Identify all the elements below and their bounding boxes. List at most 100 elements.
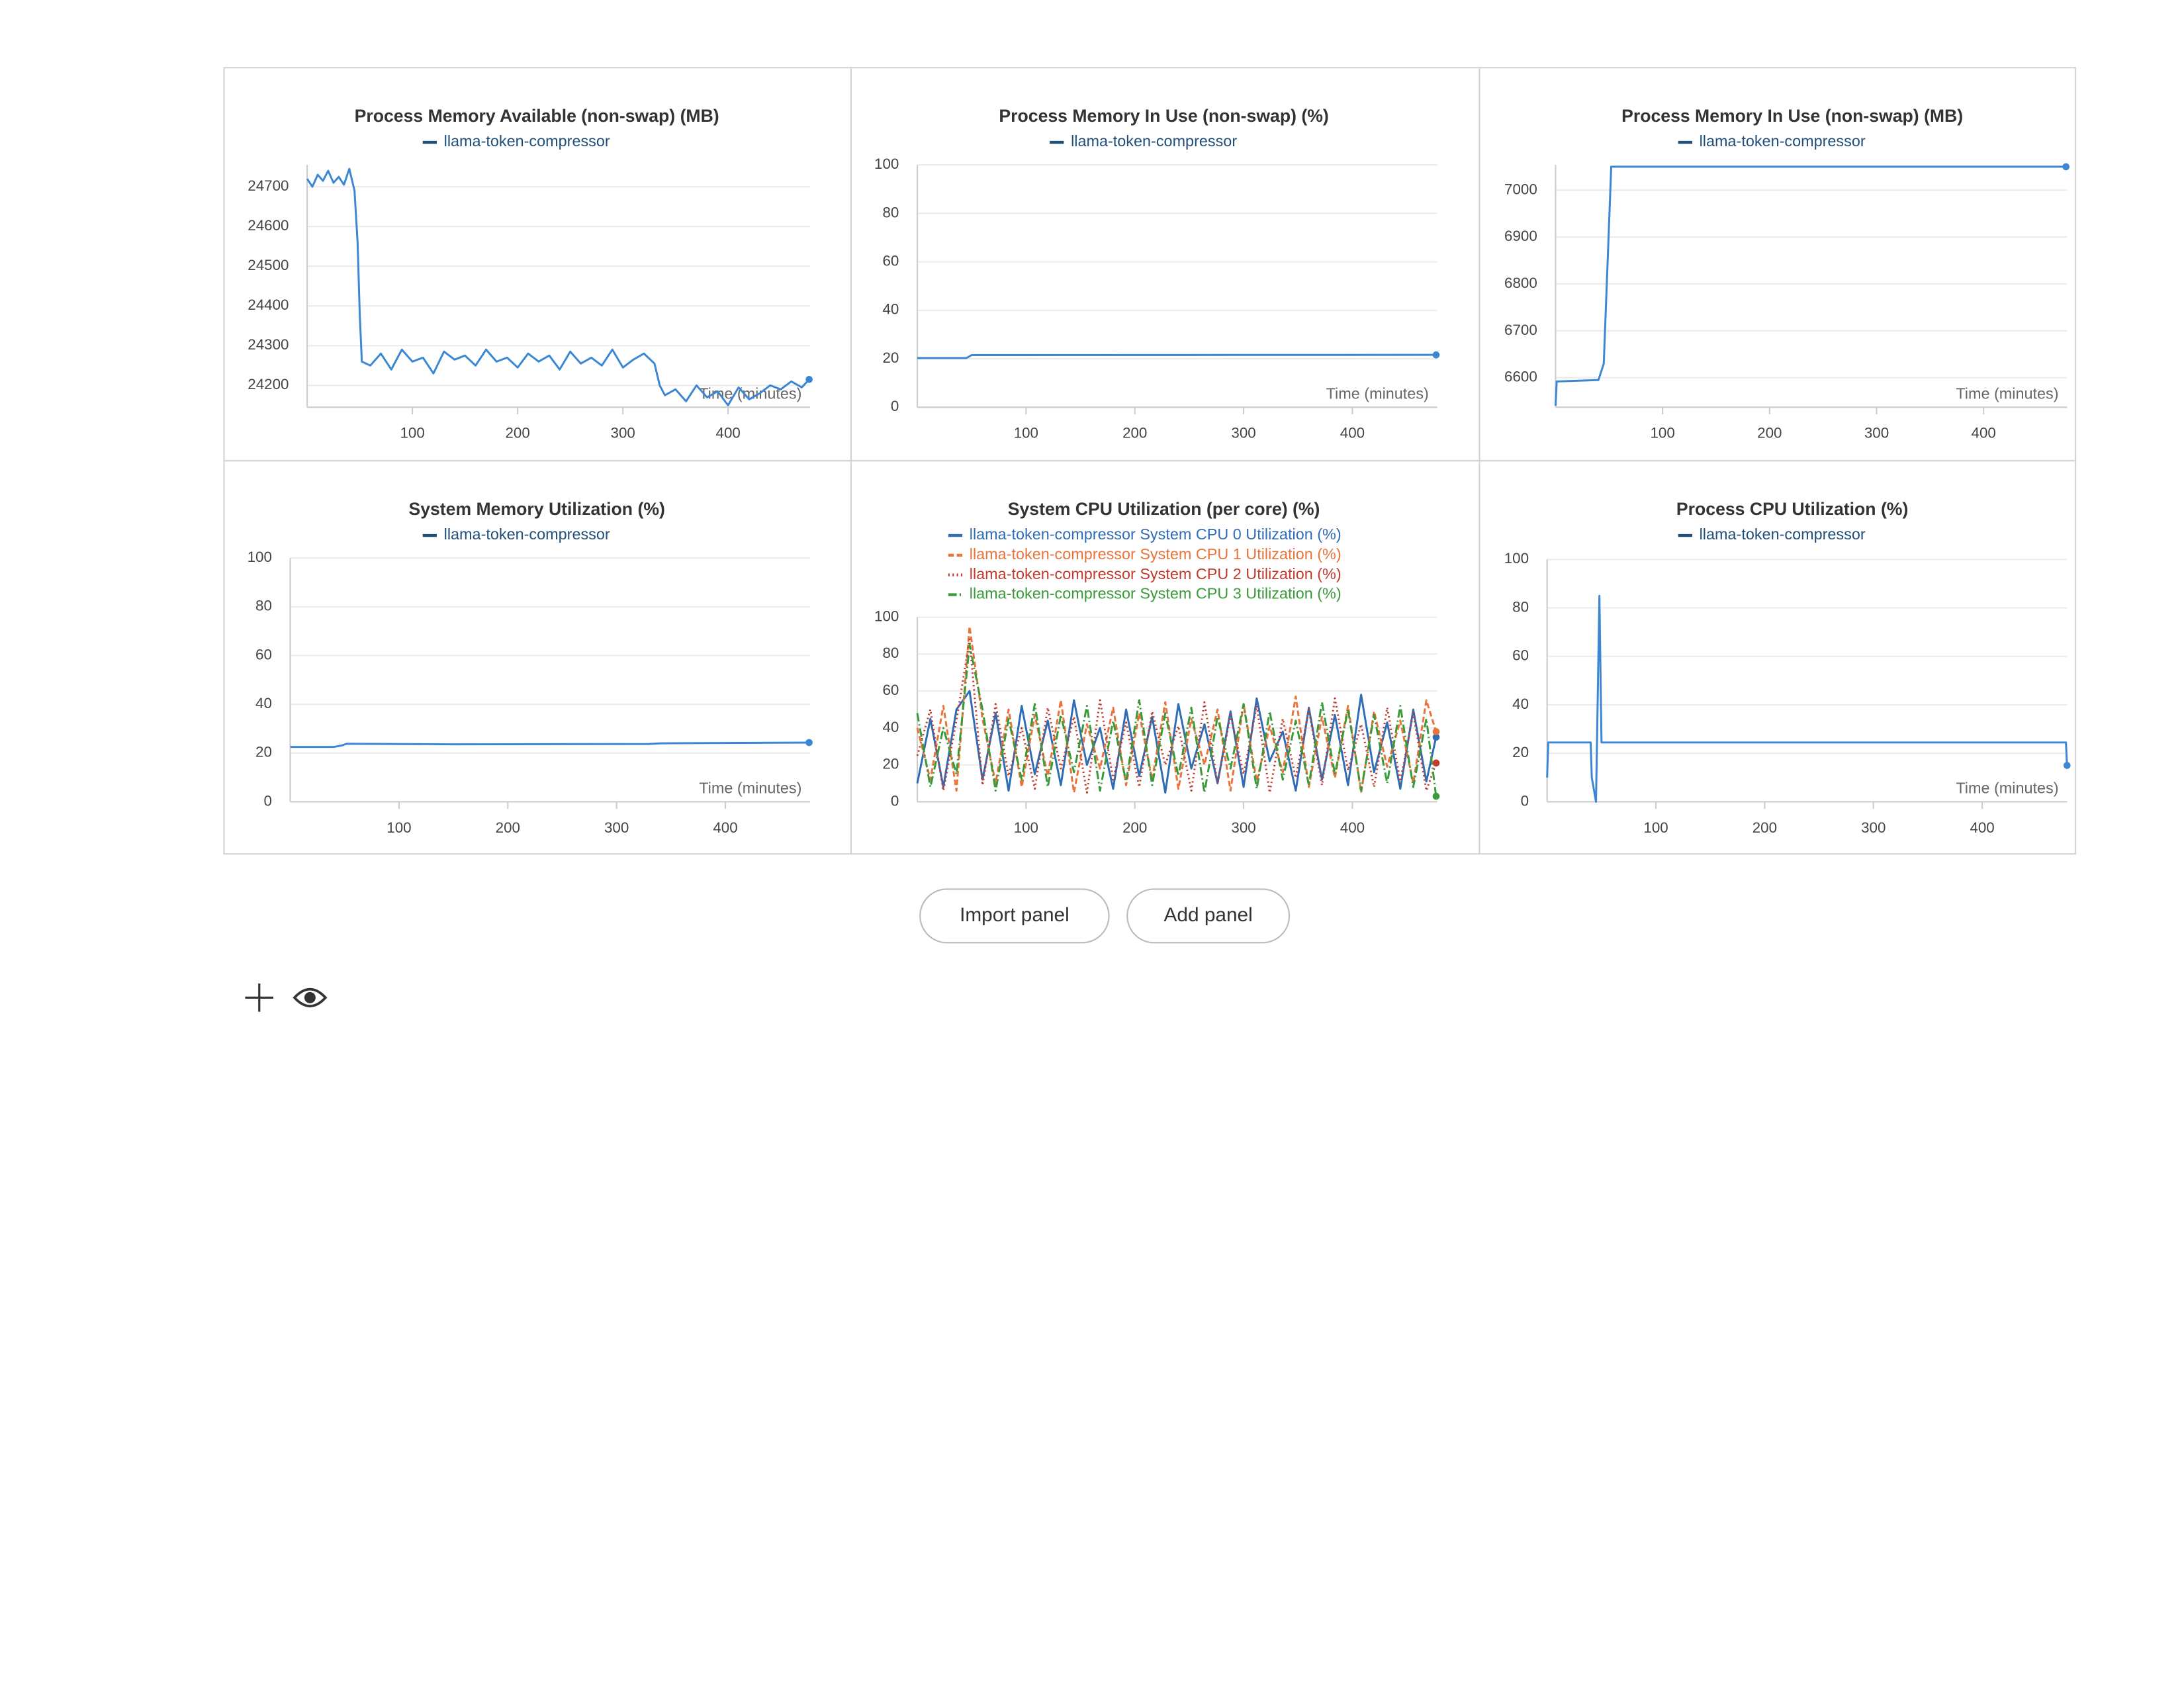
y-tick-label: 40 (255, 695, 272, 711)
legend-label: llama-token-compressor System CPU 1 Util… (970, 545, 1342, 563)
x-tick-label: 300 (1231, 819, 1255, 836)
series-line (306, 167, 810, 406)
y-tick-label: 0 (263, 792, 271, 809)
x-axis-label: Time (minutes) (1326, 385, 1429, 402)
x-tick-label: 300 (611, 425, 635, 441)
legend-label: llama-token-compressor (1700, 526, 1866, 543)
x-tick-label: 200 (1122, 819, 1147, 836)
y-tick-label: 100 (248, 549, 272, 565)
button-label[interactable]: Import panel (960, 904, 1069, 926)
end-point (1432, 728, 1440, 735)
legend-label: llama-token-compressor (444, 526, 610, 543)
y-tick-label: 20 (255, 744, 272, 760)
end-point (2062, 163, 2070, 171)
x-tick-label: 400 (713, 819, 737, 836)
y-tick-label: 80 (1512, 598, 1529, 615)
y-tick-label: 40 (1512, 696, 1529, 712)
x-tick-label: 200 (506, 425, 530, 441)
end-point (805, 739, 813, 747)
x-tick-label: 100 (400, 425, 424, 441)
chart-title: Process Memory In Use (non-swap) (%) (999, 106, 1328, 126)
visibility-icon[interactable] (293, 987, 328, 1008)
end-point (1432, 351, 1440, 359)
add-icon[interactable] (245, 983, 274, 1012)
x-tick-label: 100 (1014, 425, 1038, 441)
x-axis-label: Time (minutes) (1956, 779, 2058, 796)
y-tick-label: 0 (891, 398, 899, 414)
y-tick-label: 24200 (248, 376, 289, 392)
y-tick-label: 24400 (248, 297, 289, 313)
x-tick-label: 300 (604, 819, 629, 836)
button[interactable]: Add panel (1126, 888, 1291, 944)
x-axis-label: Time (minutes) (699, 779, 801, 796)
y-tick-label: 24700 (248, 177, 289, 194)
chart-title: System CPU Utilization (per core) (%) (1008, 499, 1320, 519)
y-tick-label: 6900 (1504, 228, 1537, 244)
y-tick-label: 20 (882, 756, 899, 772)
x-tick-label: 400 (1340, 819, 1365, 836)
x-tick-label: 200 (1752, 819, 1777, 836)
y-tick-label: 20 (1512, 744, 1529, 760)
y-tick-label: 80 (882, 204, 899, 220)
button-frame[interactable] (1126, 888, 1291, 944)
y-tick-label: 40 (882, 719, 899, 735)
series-line (1546, 594, 2068, 803)
x-tick-label: 300 (1864, 425, 1889, 441)
x-axis-label: Time (minutes) (1956, 385, 2058, 402)
chart-title: Process CPU Utilization (%) (1676, 499, 1908, 519)
y-tick-label: 60 (882, 682, 899, 698)
panel (850, 67, 1480, 462)
x-tick-label: 100 (387, 819, 411, 836)
y-tick-label: 6600 (1504, 369, 1537, 385)
series-line (916, 638, 1437, 794)
x-tick-label: 200 (1757, 425, 1782, 441)
series-line (917, 353, 1436, 359)
y-tick-label: 100 (874, 156, 899, 172)
chart-title: System Memory Utilization (%) (408, 499, 664, 519)
y-tick-label: 0 (1521, 792, 1529, 809)
x-tick-label: 400 (1972, 425, 1996, 441)
end-point (805, 375, 813, 383)
legend-label: llama-token-compressor System CPU 3 Util… (970, 585, 1342, 602)
y-tick-label: 60 (882, 253, 899, 269)
legend-label: llama-token-compressor (1700, 132, 1866, 150)
x-tick-label: 100 (1650, 425, 1674, 441)
y-tick-label: 6700 (1504, 322, 1537, 338)
y-tick-label: 24600 (248, 217, 289, 234)
panel (1479, 460, 2077, 855)
panel (223, 460, 852, 855)
x-tick-label: 300 (1861, 819, 1886, 836)
x-tick-label: 200 (1122, 425, 1147, 441)
y-tick-label: 100 (1504, 550, 1529, 567)
y-tick-label: 7000 (1504, 181, 1537, 197)
end-point (1432, 759, 1440, 767)
y-tick-label: 80 (882, 645, 899, 661)
series-line (916, 643, 1437, 797)
x-tick-label: 300 (1231, 425, 1255, 441)
end-point (1432, 792, 1440, 800)
panel (1479, 67, 2077, 462)
y-tick-label: 0 (891, 792, 899, 809)
y-tick-label: 6800 (1504, 275, 1537, 291)
x-tick-label: 100 (1643, 819, 1668, 836)
chart-title: Process Memory In Use (non-swap) (MB) (1621, 106, 1963, 126)
y-tick-label: 80 (255, 598, 272, 614)
button-label[interactable]: Add panel (1164, 904, 1253, 926)
y-tick-label: 24500 (248, 257, 289, 273)
y-tick-label: 20 (882, 349, 899, 366)
x-tick-label: 400 (1340, 425, 1365, 441)
y-tick-label: 40 (882, 301, 899, 318)
y-tick-label: 100 (874, 608, 899, 624)
legend-label: llama-token-compressor (444, 132, 610, 150)
button-frame[interactable] (919, 888, 1110, 944)
y-tick-label: 24300 (248, 336, 289, 353)
x-tick-label: 400 (1970, 819, 1994, 836)
end-point (2063, 762, 2071, 769)
legend-label: llama-token-compressor System CPU 0 Util… (970, 526, 1342, 543)
x-tick-label: 200 (496, 819, 520, 836)
legend-label: llama-token-compressor (1071, 132, 1237, 150)
x-tick-label: 100 (1014, 819, 1038, 836)
button[interactable]: Import panel (919, 888, 1110, 944)
